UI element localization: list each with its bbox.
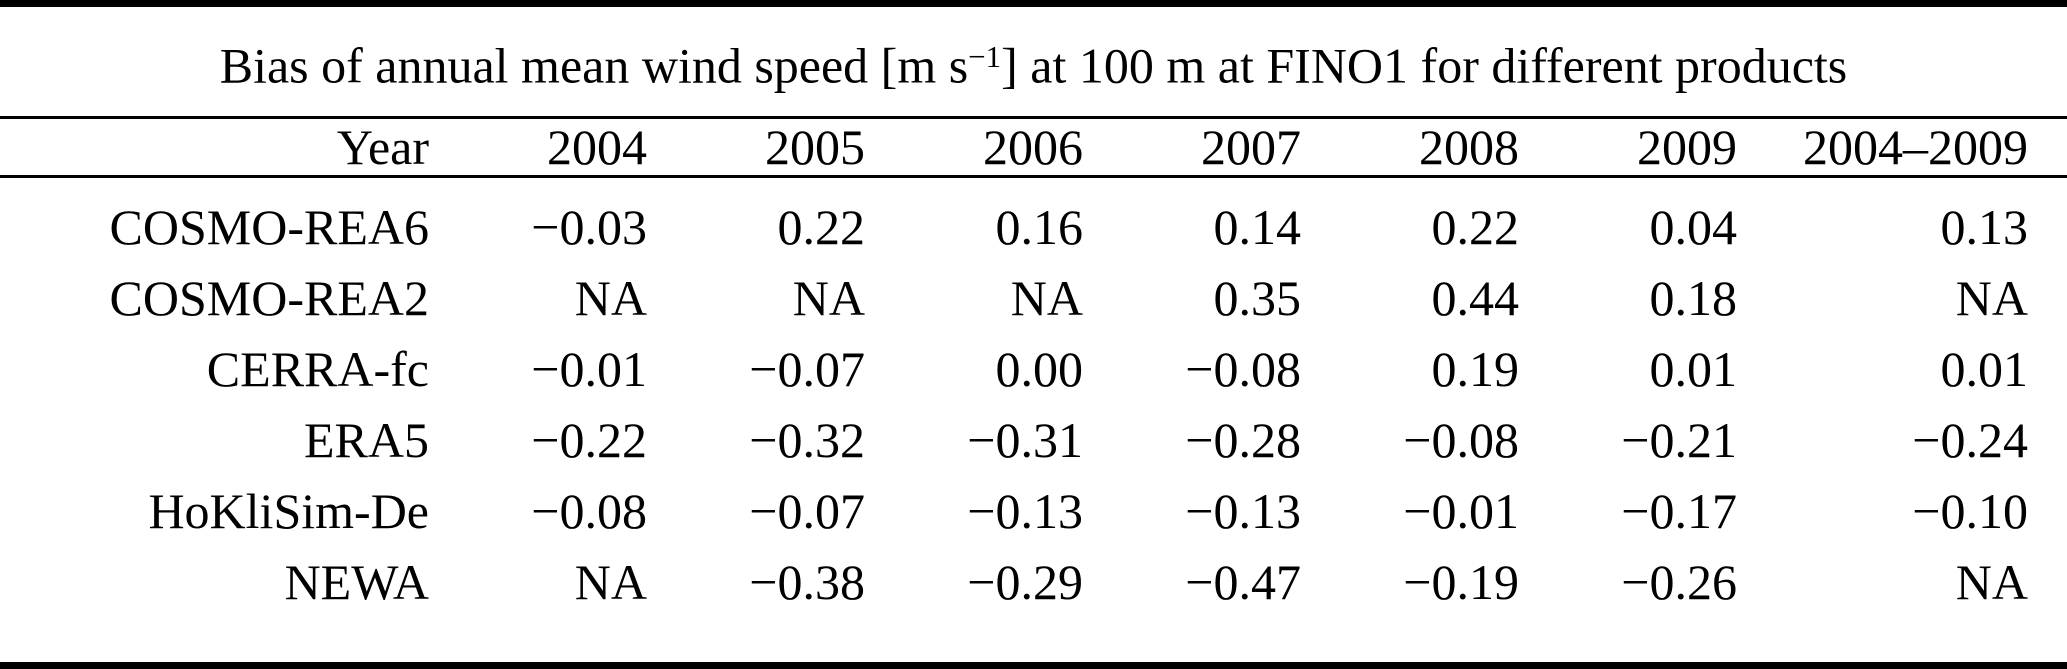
column-header-2006: 2006	[865, 118, 1083, 178]
table-cell: NA	[574, 269, 647, 326]
table-row-cosmo-rea2: COSMO-REA2 NA NA NA 0.35 0.44 0.18 NA	[0, 263, 2067, 334]
table-cell: −0.07	[749, 340, 865, 397]
table-cell: 0.18	[1649, 269, 1738, 326]
table-caption: Bias of annual mean wind speed [m s−1] a…	[0, 7, 2067, 119]
table-cell: −0.21	[1621, 411, 1737, 468]
table-cell: −0.47	[1185, 553, 1301, 610]
table-cell: −0.01	[531, 340, 647, 397]
table-row-era5: ERA5 −0.22 −0.32 −0.31 −0.28 −0.08 −0.21…	[0, 405, 2067, 476]
table-cell: NA	[1955, 269, 2028, 326]
table-cell: 0.22	[1431, 198, 1520, 255]
table-row-newa: NEWA NA −0.38 −0.29 −0.47 −0.19 −0.26 NA	[0, 547, 2067, 626]
table-cell: −0.01	[1403, 482, 1519, 539]
caption-superscript: −1	[968, 39, 1002, 74]
caption-text-prefix: Bias of annual mean wind speed [m s	[219, 37, 969, 94]
table-cell: −0.08	[1185, 340, 1301, 397]
column-header-year: Year	[0, 118, 429, 178]
column-header-2009: 2009	[1519, 118, 1737, 178]
table-row-cosmo-rea6: COSMO-REA6 −0.03 0.22 0.16 0.14 0.22 0.0…	[0, 176, 2067, 263]
table-cell: −0.03	[531, 198, 647, 255]
table-cell: 0.22	[777, 198, 866, 255]
table-cell: NA	[1010, 269, 1083, 326]
table-cell: −0.07	[749, 482, 865, 539]
table-cell: −0.29	[967, 553, 1083, 610]
column-header-2004-2009: 2004–2009	[1737, 118, 2067, 178]
table-cell: −0.22	[531, 411, 647, 468]
table-cell: 0.35	[1213, 269, 1302, 326]
row-label: COSMO-REA2	[109, 269, 429, 326]
table-cell: NA	[574, 553, 647, 610]
column-header-2004: 2004	[429, 118, 647, 178]
table-cell: 0.01	[1649, 340, 1738, 397]
table-cell: −0.32	[749, 411, 865, 468]
table-cell: 0.13	[1940, 198, 2029, 255]
table-cell: −0.08	[531, 482, 647, 539]
row-label: COSMO-REA6	[109, 198, 429, 255]
table-cell: −0.26	[1621, 553, 1737, 610]
table-cell: −0.24	[1912, 411, 2028, 468]
table-row-hoklisim-de: HoKliSim-De −0.08 −0.07 −0.13 −0.13 −0.0…	[0, 476, 2067, 547]
header-row: Year 2004 2005 2006 2007 2008 2009 2004–…	[0, 118, 2067, 178]
column-header-2007: 2007	[1083, 118, 1301, 178]
table-row-cerra-fc: CERRA-fc −0.01 −0.07 0.00 −0.08 0.19 0.0…	[0, 334, 2067, 405]
table-cell: −0.17	[1621, 482, 1737, 539]
table-cell: 0.19	[1431, 340, 1520, 397]
table-cell: 0.04	[1649, 198, 1738, 255]
table-cell: −0.13	[967, 482, 1083, 539]
column-header-2008: 2008	[1301, 118, 1519, 178]
table-cell: 0.14	[1213, 198, 1302, 255]
table-cell: NA	[792, 269, 865, 326]
table-cell: −0.10	[1912, 482, 2028, 539]
table-cell: −0.28	[1185, 411, 1301, 468]
table-cell: 0.01	[1940, 340, 2029, 397]
row-label: NEWA	[284, 553, 429, 610]
bias-table: Year 2004 2005 2006 2007 2008 2009 2004–…	[0, 118, 2067, 626]
table-cell: −0.08	[1403, 411, 1519, 468]
table-cell: −0.38	[749, 553, 865, 610]
caption-text-suffix: ] at 100 m at FINO1 for different produc…	[1001, 37, 1848, 94]
table-cell: −0.19	[1403, 553, 1519, 610]
table-cell: 0.00	[995, 340, 1084, 397]
table-cell: −0.13	[1185, 482, 1301, 539]
table-cell: 0.16	[995, 198, 1084, 255]
table-cell: NA	[1955, 553, 2028, 610]
row-label: CERRA-fc	[206, 340, 429, 397]
table-cell: 0.44	[1431, 269, 1520, 326]
row-label: ERA5	[304, 411, 429, 468]
row-label: HoKliSim-De	[148, 482, 429, 539]
table-cell: −0.31	[967, 411, 1083, 468]
column-header-2005: 2005	[647, 118, 865, 178]
